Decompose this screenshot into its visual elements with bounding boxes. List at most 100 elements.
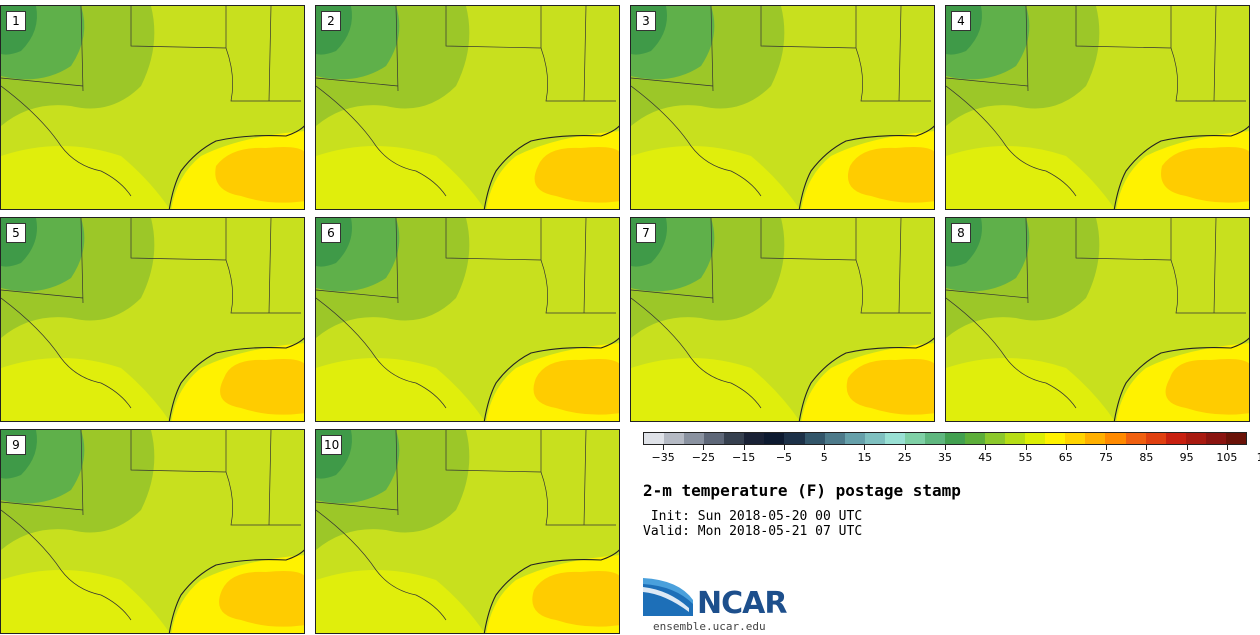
colorbar-swatch bbox=[704, 433, 725, 444]
stamp-panel: 10 bbox=[315, 429, 620, 634]
colorbar-swatch bbox=[1145, 433, 1166, 444]
colorbar-swatch bbox=[804, 433, 825, 444]
logo-wordmark: NCAR bbox=[697, 586, 787, 621]
colorbar-swatch bbox=[944, 433, 965, 444]
colorbar-swatch bbox=[784, 433, 805, 444]
colorbar-tick-label: 95 bbox=[1179, 451, 1194, 464]
colorbar-swatch bbox=[684, 433, 705, 444]
temperature-map bbox=[946, 218, 1249, 421]
state-border bbox=[130, 6, 301, 102]
colorbar-tick-label: −35 bbox=[651, 451, 675, 464]
colorbar-swatch bbox=[664, 433, 685, 444]
stamp-panel: 9 bbox=[0, 429, 305, 634]
temperature-map bbox=[316, 6, 619, 209]
plains-fill bbox=[316, 570, 485, 633]
colorbar-tick-label: 25 bbox=[897, 451, 912, 464]
colorbar-tick-label: 115 bbox=[1257, 451, 1260, 464]
river-border bbox=[1, 509, 132, 621]
state-border bbox=[946, 6, 1029, 92]
stamp-panel: 4 bbox=[945, 5, 1250, 210]
warm-anomaly-fill bbox=[215, 147, 304, 203]
state-border bbox=[316, 6, 399, 92]
panel-number: 2 bbox=[321, 11, 341, 31]
plains-fill bbox=[1, 146, 170, 209]
colorbar-tick bbox=[1146, 445, 1148, 450]
colorbar-tick bbox=[904, 445, 906, 450]
panel-number: 6 bbox=[321, 223, 341, 243]
plains-fill bbox=[1, 358, 170, 421]
colorbar-tick-label: 15 bbox=[857, 451, 872, 464]
temperature-map bbox=[316, 430, 619, 633]
colorbar-swatch bbox=[744, 433, 765, 444]
state-border bbox=[130, 430, 301, 526]
warm-anomaly-fill bbox=[532, 571, 619, 627]
panel-number: 7 bbox=[636, 223, 656, 243]
temperature-map bbox=[1, 218, 304, 421]
plains-fill bbox=[316, 146, 485, 209]
temperature-map bbox=[631, 218, 934, 421]
panel-number: 3 bbox=[636, 11, 656, 31]
state-border bbox=[631, 6, 714, 92]
colorbar-swatch bbox=[1185, 433, 1206, 444]
temperature-map bbox=[1, 6, 304, 209]
coastline bbox=[168, 549, 304, 633]
colorbar-tick bbox=[1106, 445, 1108, 450]
plot-title: 2-m temperature (F) postage stamp bbox=[643, 481, 961, 500]
river-border bbox=[1, 85, 132, 197]
state-border bbox=[1, 218, 84, 304]
plains-fill bbox=[631, 146, 800, 209]
panel-number: 10 bbox=[321, 435, 343, 455]
coastline bbox=[168, 337, 304, 421]
river-border bbox=[631, 85, 762, 197]
website-link[interactable]: ensemble.ucar.edu bbox=[653, 620, 766, 633]
colorbar-tick bbox=[663, 445, 665, 450]
stamp-panel: 6 bbox=[315, 217, 620, 422]
panel-number: 8 bbox=[951, 223, 971, 243]
colorbar-swatch bbox=[764, 433, 785, 444]
colorbar-swatch bbox=[924, 433, 945, 444]
state-border bbox=[445, 430, 616, 526]
state-border bbox=[760, 6, 931, 102]
river-border bbox=[316, 297, 447, 409]
valid-time: Valid: Mon 2018-05-21 07 UTC bbox=[643, 524, 863, 539]
river-border bbox=[946, 297, 1077, 409]
colorbar-swatch bbox=[1105, 433, 1126, 444]
warm-anomaly-fill bbox=[847, 147, 934, 203]
colorbar-tick-label: −25 bbox=[691, 451, 715, 464]
colorbar-swatch bbox=[904, 433, 925, 444]
stamp-panel: 5 bbox=[0, 217, 305, 422]
stamp-panel: 8 bbox=[945, 217, 1250, 422]
state-border bbox=[1075, 218, 1246, 314]
state-border bbox=[445, 218, 616, 314]
plains-fill bbox=[1, 570, 170, 633]
temperature-map bbox=[631, 6, 934, 209]
colorbar-tick bbox=[743, 445, 745, 450]
warm-anomaly-fill bbox=[220, 359, 304, 415]
stamp-panel: 3 bbox=[630, 5, 935, 210]
stamp-panel: 2 bbox=[315, 5, 620, 210]
colorbar-tick-label: −15 bbox=[732, 451, 756, 464]
coastline bbox=[483, 549, 619, 633]
colorbar-swatch bbox=[1225, 433, 1246, 444]
coastline bbox=[798, 337, 934, 421]
colorbar-tick bbox=[864, 445, 866, 450]
coastline bbox=[483, 337, 619, 421]
coastline bbox=[1113, 125, 1249, 209]
panel-number: 1 bbox=[6, 11, 26, 31]
colorbar-tick-label: −5 bbox=[775, 451, 793, 464]
colorbar-swatch bbox=[965, 433, 986, 444]
colorbar-swatch bbox=[1065, 433, 1086, 444]
colorbar-tick bbox=[703, 445, 705, 450]
state-border bbox=[1, 6, 84, 92]
warm-anomaly-fill bbox=[1161, 147, 1249, 203]
temperature-map bbox=[1, 430, 304, 633]
state-border bbox=[445, 6, 616, 102]
colorbar-swatch bbox=[1005, 433, 1026, 444]
colorbar-swatch bbox=[1205, 433, 1226, 444]
colorbar-swatch bbox=[985, 433, 1006, 444]
state-border bbox=[760, 218, 931, 314]
colorbar-swatch bbox=[1125, 433, 1146, 444]
temperature-map bbox=[316, 218, 619, 421]
plains-fill bbox=[631, 358, 800, 421]
warm-anomaly-fill bbox=[533, 359, 619, 415]
